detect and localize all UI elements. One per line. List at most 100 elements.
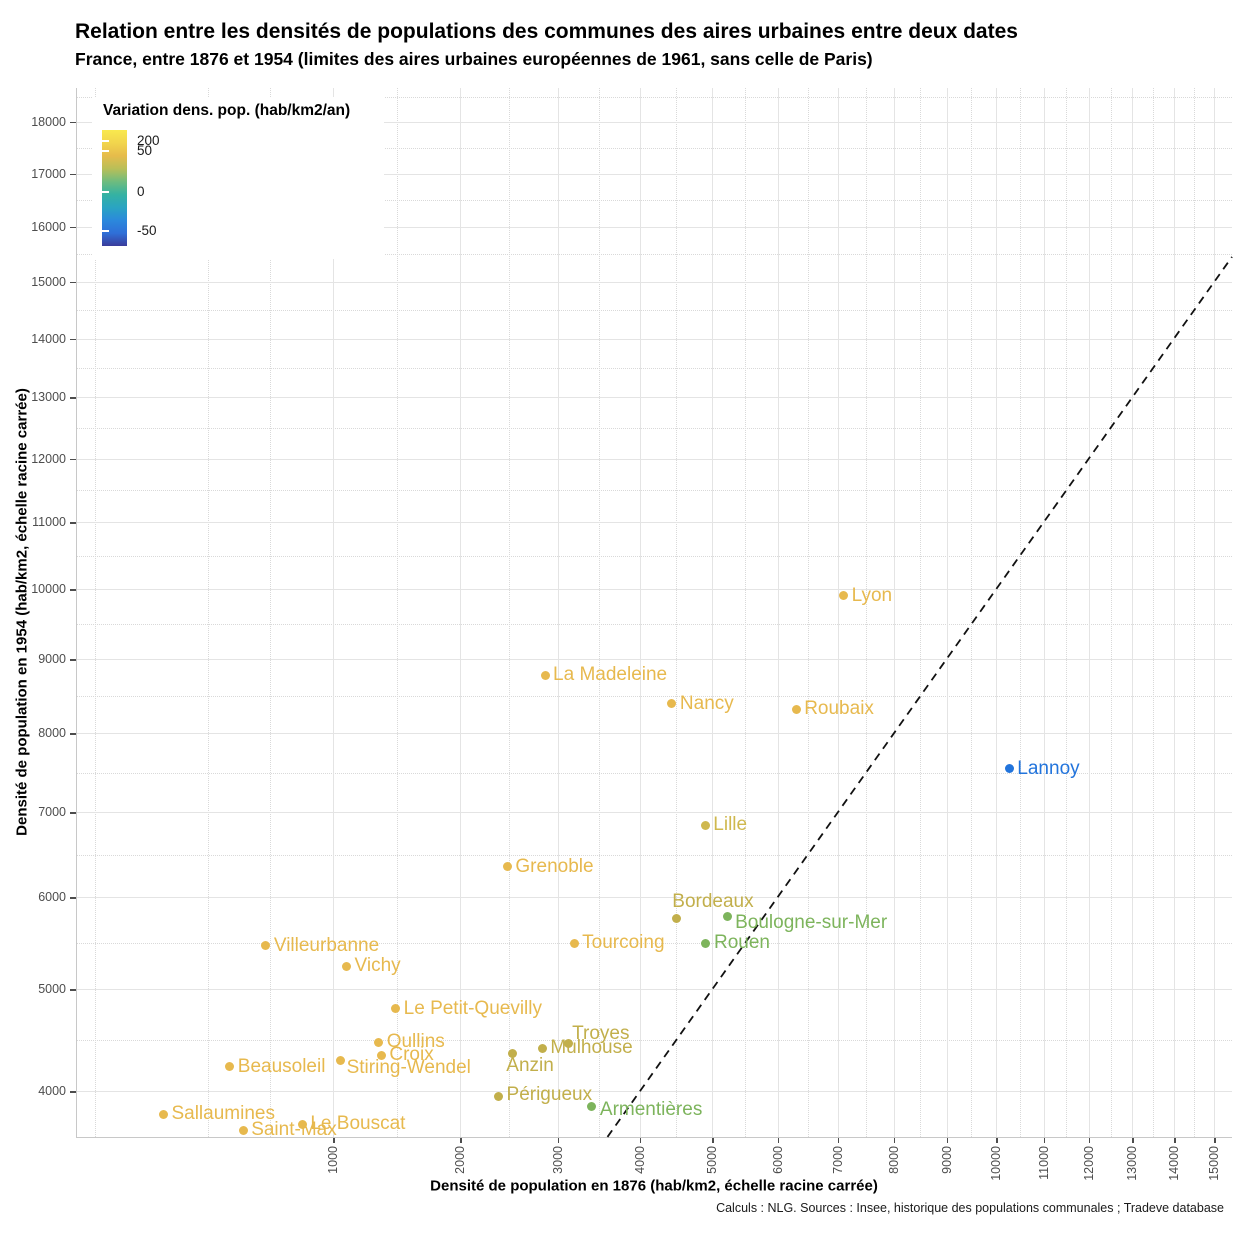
x-axis-tick-mark <box>712 1137 714 1143</box>
gridline-minor-horizontal <box>76 490 1232 492</box>
gridline-major-vertical <box>557 88 559 1137</box>
x-axis-tick-label: 11000 <box>1036 1146 1051 1180</box>
y-axis-tick-mark <box>70 589 76 591</box>
x-axis-tick-label: 2000 <box>453 1146 468 1174</box>
data-point-villeurbanne <box>261 941 271 951</box>
gridline-major-vertical <box>946 88 948 1137</box>
x-axis-tick-label: 6000 <box>770 1146 785 1174</box>
data-point-label-tourcoing: Tourcoing <box>582 932 665 954</box>
gridline-minor-horizontal <box>76 310 1232 312</box>
data-point-le-petit-quevilly <box>391 1004 401 1014</box>
data-point-anzin <box>507 1048 517 1058</box>
x-axis-tick-mark <box>996 1137 998 1143</box>
y-axis-tick-mark <box>70 121 76 124</box>
gridline-minor-vertical <box>971 88 973 1137</box>
data-point-rouen <box>701 938 711 948</box>
x-axis-tick-label: 4000 <box>632 1146 647 1174</box>
y-axis-tick-label: 8000 <box>38 726 66 741</box>
gridline-minor-horizontal <box>76 624 1232 626</box>
data-point-vichy <box>342 961 352 971</box>
y-axis-tick-mark <box>70 397 76 399</box>
gridline-major-horizontal <box>76 589 1232 590</box>
gridline-minor-vertical <box>1110 88 1112 1137</box>
data-point-label-grenoble: Grenoble <box>515 855 594 877</box>
data-point-label-villeurbanne: Villeurbanne <box>273 934 380 956</box>
x-axis-tick-mark <box>893 1137 896 1143</box>
gridline-minor-vertical <box>396 88 398 1137</box>
x-axis-tick-mark <box>1174 1137 1176 1143</box>
colorbar-tick-mark <box>102 140 109 143</box>
gridline-minor-vertical <box>744 88 746 1137</box>
x-axis-title: Densité de population en 1876 (hab/km2, … <box>430 1177 878 1195</box>
y-axis-line <box>76 88 77 1137</box>
x-axis-tick-label: 14000 <box>1167 1146 1182 1181</box>
gridline-major-vertical <box>639 88 641 1137</box>
data-point-armenti-res <box>587 1102 597 1112</box>
data-point-label-rouen: Rouen <box>713 932 770 954</box>
x-axis-tick-label: 5000 <box>705 1146 720 1174</box>
data-point-saint-max <box>238 1125 248 1135</box>
data-point-label-beausoleil: Beausoleil <box>237 1055 326 1077</box>
gridline-minor-horizontal <box>76 696 1232 698</box>
y-axis-tick-label: 10000 <box>31 582 66 596</box>
data-point-tourcoing <box>569 938 579 948</box>
x-axis-tick-mark <box>333 1137 335 1143</box>
x-axis-tick-mark <box>1088 1137 1091 1143</box>
data-point-lannoy <box>1004 764 1014 774</box>
gridline-minor-horizontal <box>76 254 1232 256</box>
x-axis-tick-label: 9000 <box>939 1146 954 1174</box>
data-point-label-p-rigueux: Périgueux <box>506 1083 593 1105</box>
data-point-sallaumines <box>158 1109 168 1119</box>
gridline-minor-horizontal <box>76 96 1232 98</box>
data-point-grenoble <box>502 862 512 872</box>
gridline-minor-vertical <box>1153 88 1155 1137</box>
gridline-minor-vertical <box>865 88 867 1137</box>
data-point-label-la-madeleine: La Madeleine <box>553 664 668 686</box>
gridline-major-vertical <box>777 88 779 1137</box>
data-point-roubaix <box>791 704 801 714</box>
gridline-major-horizontal <box>76 897 1232 899</box>
gridline-minor-horizontal <box>76 367 1232 369</box>
data-point-label-boulogne-sur-mer: Boulogne-sur-Mer <box>735 911 888 933</box>
y-axis-tick-label: 15000 <box>31 274 66 289</box>
data-point-label-lille: Lille <box>713 814 748 836</box>
y-axis-tick-label: 7000 <box>38 805 66 820</box>
data-point-croix <box>376 1050 386 1060</box>
data-point-boulogne-sur-mer <box>722 912 732 922</box>
x-axis-tick-label: 7000 <box>830 1146 845 1174</box>
source-caption: Calculs : NLG. Sources : Insee, historiq… <box>716 1201 1224 1215</box>
gridline-major-horizontal <box>76 522 1232 524</box>
x-axis-tick-mark <box>460 1137 462 1143</box>
x-axis-tick-label: 12000 <box>1081 1146 1096 1181</box>
data-point-nancy <box>667 699 677 709</box>
data-point-stiring-wendel <box>336 1056 346 1066</box>
gridline-major-vertical <box>1174 88 1176 1137</box>
data-point-mulhouse <box>537 1043 547 1053</box>
gridline-minor-vertical <box>598 88 600 1137</box>
data-point-label-le-bouscat: Le Bouscat <box>310 1113 406 1135</box>
gridline-major-horizontal <box>76 733 1232 735</box>
y-axis-tick-mark <box>70 733 76 735</box>
data-point-label-sallaumines: Sallaumines <box>171 1103 275 1125</box>
y-axis-tick-label: 4000 <box>38 1084 66 1099</box>
colorbar-tick-label: -50 <box>137 222 157 238</box>
y-axis-tick-mark <box>70 812 76 814</box>
x-axis-tick-mark <box>837 1137 840 1143</box>
gridline-minor-vertical <box>269 88 271 1137</box>
data-point-label-nancy: Nancy <box>679 692 734 714</box>
data-point-p-rigueux <box>494 1092 504 1102</box>
data-point-label-vichy: Vichy <box>354 955 401 977</box>
gridline-major-vertical <box>333 88 335 1137</box>
data-point-la-madeleine <box>540 670 550 680</box>
data-point-oullins <box>374 1037 384 1047</box>
y-axis-tick-label: 13000 <box>31 390 66 405</box>
gridline-minor-vertical <box>807 88 809 1137</box>
y-axis-tick-label: 9000 <box>38 652 66 667</box>
data-point-label-lannoy: Lannoy <box>1017 757 1080 779</box>
legend-title: Variation dens. pop. (hab/km2/an) <box>103 102 351 119</box>
y-axis-tick-mark <box>70 522 76 524</box>
gridline-major-vertical <box>460 88 462 1137</box>
gridline-major-horizontal <box>76 1091 1232 1093</box>
colorbar-tick-mark <box>102 191 109 194</box>
y-axis-tick-mark <box>70 989 76 991</box>
